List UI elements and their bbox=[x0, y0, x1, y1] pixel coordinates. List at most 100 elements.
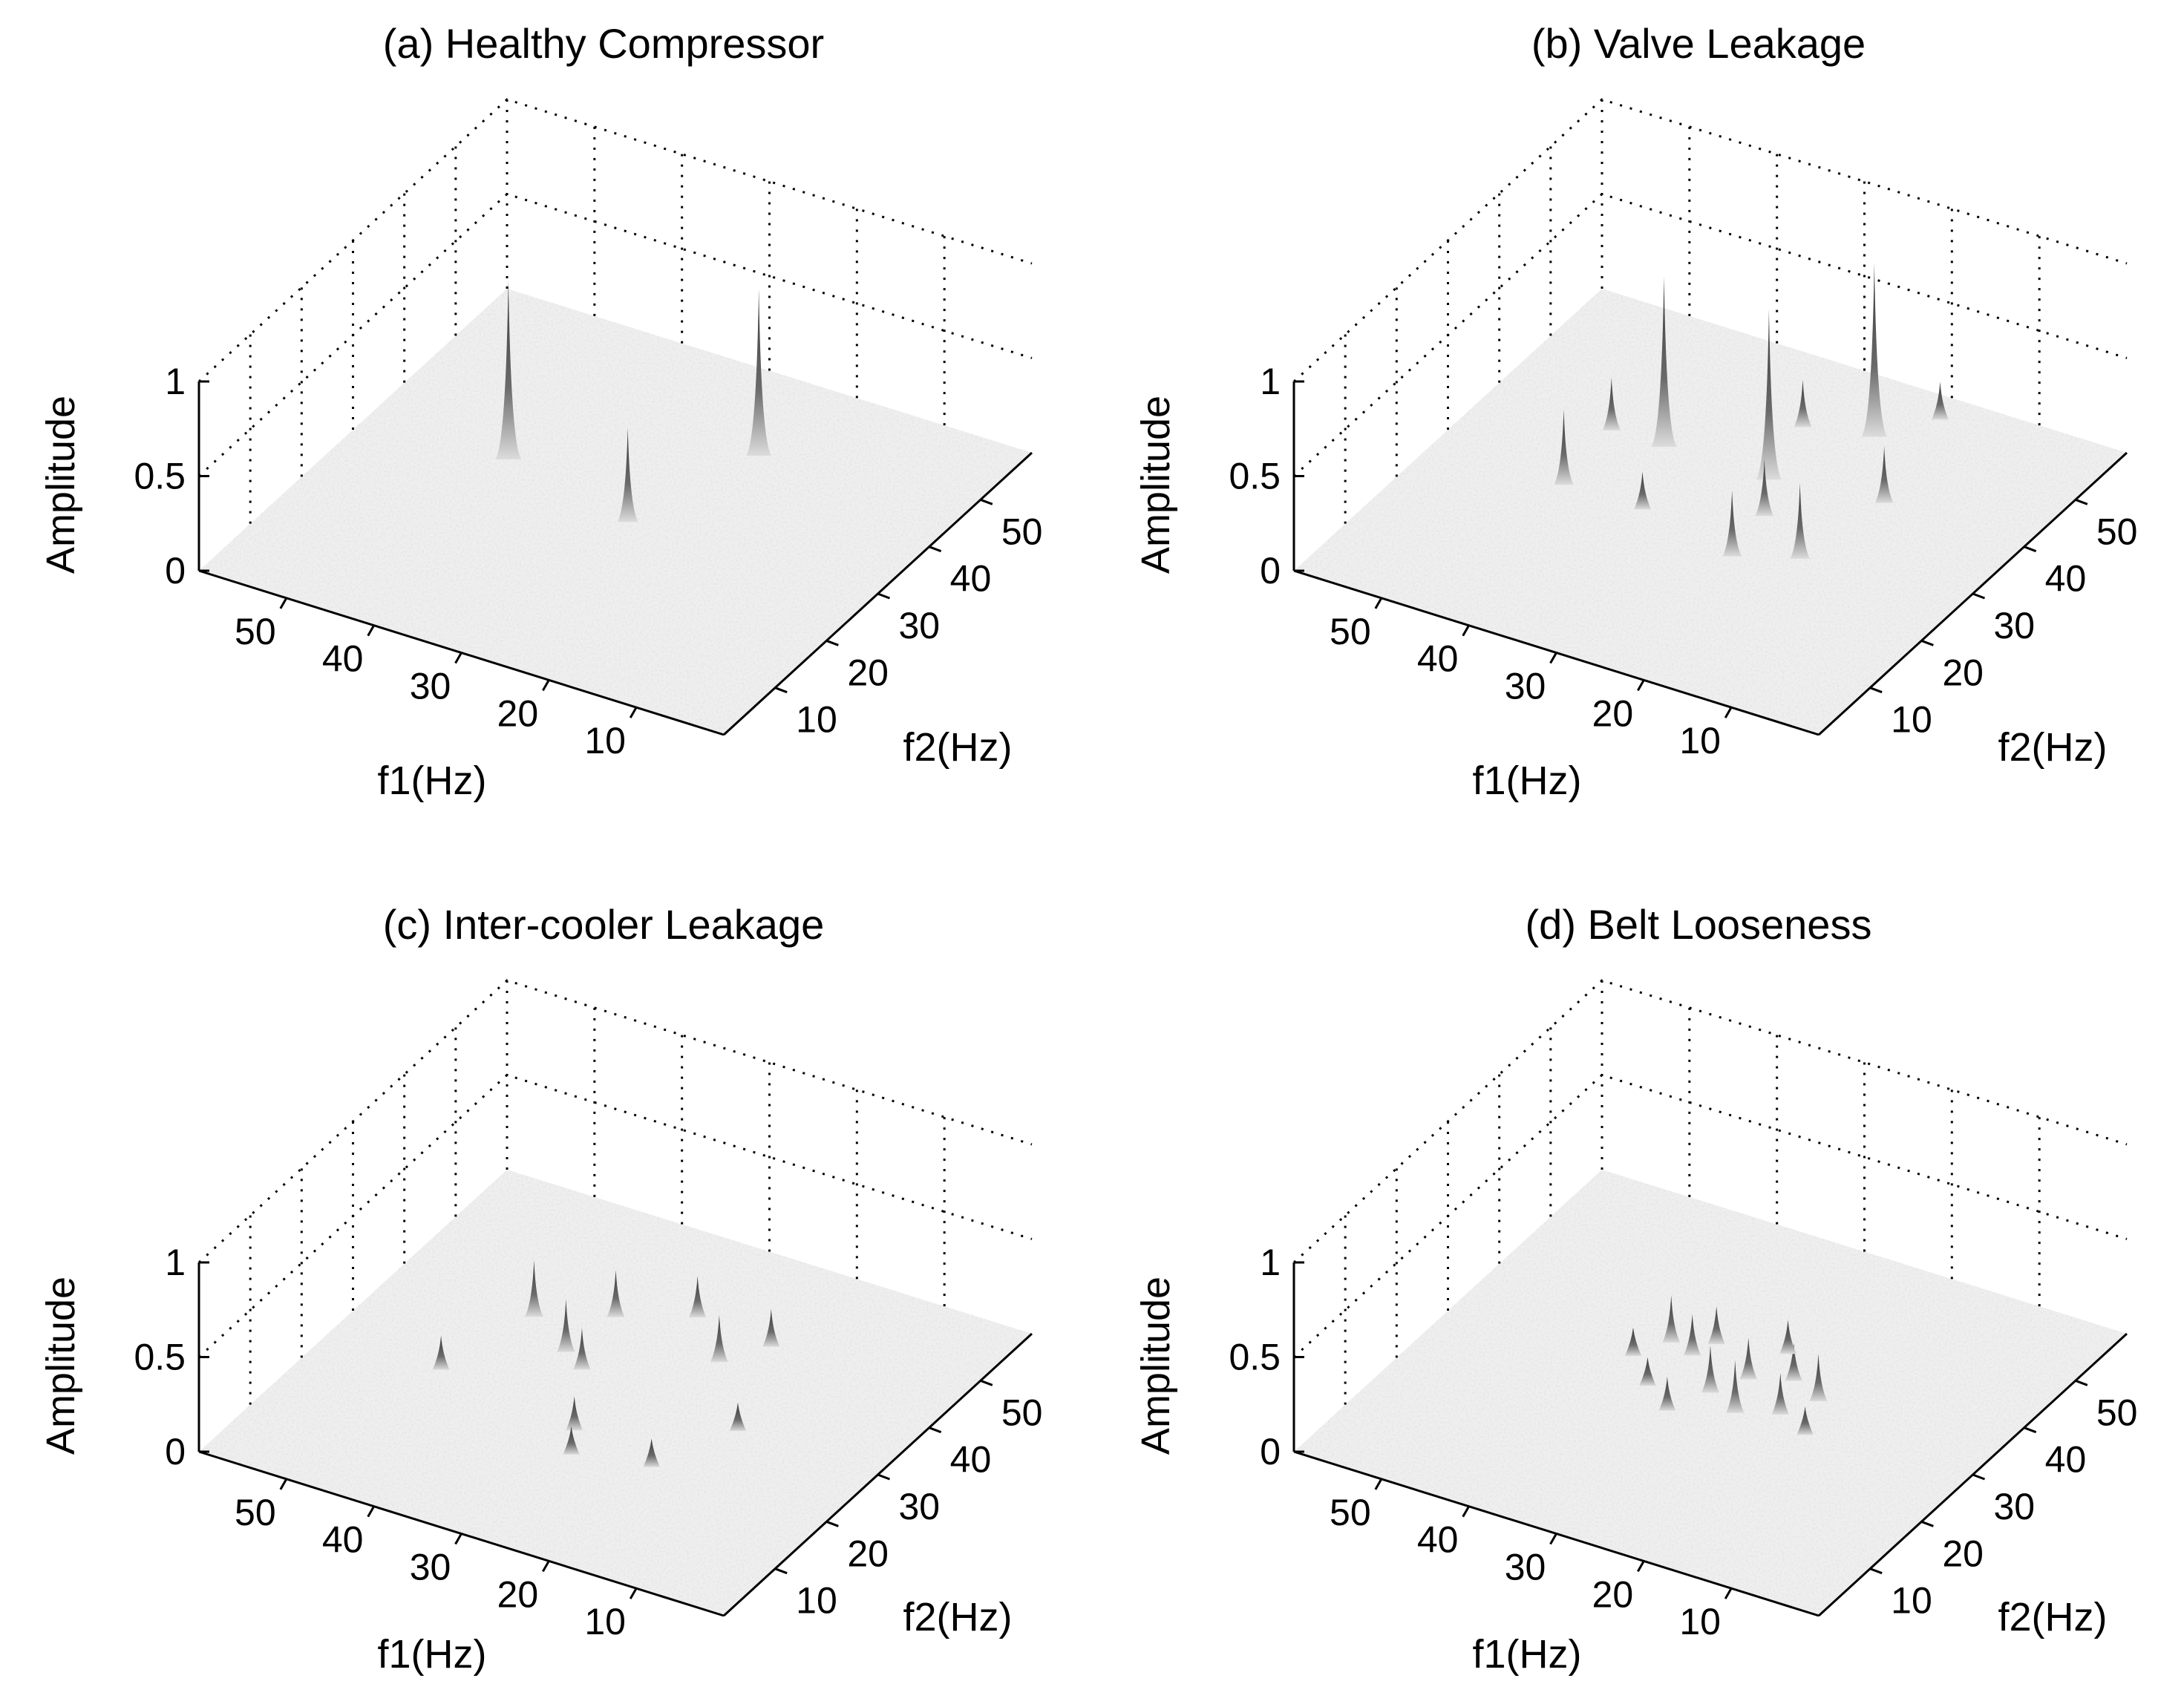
surface-floor bbox=[199, 1170, 1032, 1616]
surface-peak bbox=[1726, 1360, 1745, 1413]
y-tick bbox=[877, 1473, 891, 1481]
y-tick bbox=[825, 1520, 839, 1527]
surface-peak bbox=[563, 1426, 580, 1455]
y-tick bbox=[980, 498, 993, 505]
surface-peak bbox=[1662, 1295, 1681, 1343]
panel-title: (b) Valve Leakage bbox=[1531, 20, 1866, 67]
y-tick-label: 20 bbox=[847, 652, 889, 693]
z-tick-label: 0.5 bbox=[1229, 456, 1281, 497]
x-tick bbox=[279, 597, 288, 609]
z-tick-label: 0 bbox=[165, 550, 186, 592]
z-tick-label: 0.5 bbox=[134, 456, 186, 497]
surface-peak bbox=[495, 279, 522, 459]
x-tick bbox=[454, 1533, 462, 1545]
z-tick-label: 0 bbox=[165, 1431, 186, 1472]
surface-peak bbox=[617, 427, 638, 522]
y-tick-label: 20 bbox=[1942, 1533, 1984, 1574]
surface-peak bbox=[1739, 1337, 1757, 1380]
surface-peak bbox=[1707, 1306, 1725, 1345]
x-tick-label: 30 bbox=[1505, 666, 1546, 707]
z-tick-label: 0.5 bbox=[134, 1337, 186, 1378]
panel-b: (b) Valve Leakage 00.5150403020101020304… bbox=[1134, 20, 2137, 803]
z-tick-label: 1 bbox=[1260, 361, 1281, 402]
x-tick bbox=[1462, 1505, 1470, 1518]
surface-peak bbox=[1554, 409, 1574, 485]
x-tick-label: 40 bbox=[1417, 638, 1459, 680]
surface-peak bbox=[1633, 471, 1652, 510]
x-tick bbox=[542, 679, 550, 692]
surface-peak bbox=[1683, 1314, 1701, 1356]
surface-peak bbox=[432, 1335, 450, 1370]
x-tick-label: 10 bbox=[1679, 1601, 1721, 1642]
surface-peak bbox=[1602, 377, 1621, 430]
surface-peak bbox=[1651, 276, 1677, 447]
x-tick bbox=[1637, 1560, 1645, 1573]
y-tick-label: 30 bbox=[899, 1486, 941, 1527]
y-tick bbox=[1869, 687, 1883, 694]
y-axis-label: f2(Hz) bbox=[903, 725, 1013, 770]
x-tick bbox=[629, 707, 638, 718]
y-tick bbox=[1972, 1473, 1986, 1481]
x-tick-label: 50 bbox=[1330, 1492, 1371, 1533]
surface-peak bbox=[1722, 490, 1742, 557]
surface-peak bbox=[1701, 1345, 1719, 1393]
y-tick bbox=[929, 545, 942, 553]
surface-peak bbox=[729, 1402, 747, 1432]
x-tick bbox=[542, 1560, 550, 1573]
z-tick-label: 0.5 bbox=[1229, 1337, 1281, 1378]
x-tick-label: 30 bbox=[410, 1547, 451, 1588]
y-tick-label: 40 bbox=[950, 1439, 992, 1481]
y-tick-label: 30 bbox=[1994, 1486, 2036, 1527]
x-tick-label: 40 bbox=[1417, 1519, 1459, 1561]
panel-title: (c) Inter-cooler Leakage bbox=[383, 901, 825, 948]
y-tick bbox=[2024, 1426, 2037, 1434]
y-tick-label: 10 bbox=[1891, 699, 1932, 741]
surface-peak bbox=[557, 1299, 575, 1352]
surface-peak bbox=[1639, 1357, 1656, 1386]
y-tick bbox=[774, 687, 788, 694]
x-axis-label: f1(Hz) bbox=[1473, 1632, 1582, 1677]
surface-peak bbox=[1658, 1376, 1676, 1411]
x-axis-label: f1(Hz) bbox=[378, 1632, 487, 1677]
y-tick-label: 40 bbox=[950, 558, 992, 600]
x-axis-label: f1(Hz) bbox=[1473, 759, 1582, 803]
x-tick-label: 30 bbox=[410, 666, 451, 707]
x-axis-label: f1(Hz) bbox=[378, 759, 487, 803]
x-tick-label: 20 bbox=[497, 1573, 539, 1615]
x-tick-label: 50 bbox=[1330, 611, 1371, 652]
surface-peak bbox=[566, 1396, 583, 1431]
x-tick bbox=[1549, 652, 1557, 664]
z-tick-label: 1 bbox=[1260, 1242, 1281, 1283]
panel-title: (d) Belt Looseness bbox=[1526, 901, 1872, 948]
surface-peak bbox=[1861, 263, 1888, 437]
z-tick-label: 1 bbox=[165, 1242, 186, 1283]
peaks-layer bbox=[432, 1259, 780, 1467]
surface-peak bbox=[1796, 1406, 1814, 1435]
y-tick-label: 50 bbox=[2096, 1392, 2138, 1433]
z-axis-label: Amplitude bbox=[1134, 1277, 1178, 1455]
x-tick-label: 10 bbox=[1679, 720, 1721, 761]
x-tick-label: 40 bbox=[322, 1519, 364, 1561]
x-tick-label: 50 bbox=[235, 611, 276, 652]
surface-peak bbox=[762, 1308, 780, 1347]
panel-c: (c) Inter-cooler Leakage 00.515040302010… bbox=[39, 901, 1042, 1677]
x-tick bbox=[1374, 1478, 1383, 1490]
surface-peak bbox=[1785, 1343, 1802, 1381]
y-tick-label: 50 bbox=[1001, 511, 1043, 552]
y-tick bbox=[1920, 639, 1934, 646]
x-tick-label: 20 bbox=[1592, 1573, 1634, 1615]
y-tick-label: 40 bbox=[2045, 1439, 2087, 1481]
x-tick bbox=[367, 1505, 375, 1518]
x-tick-label: 40 bbox=[322, 638, 364, 680]
x-tick bbox=[629, 1588, 638, 1599]
x-tick bbox=[367, 624, 375, 637]
panel-a: (a) Healthy Compressor 00.51504030201010… bbox=[39, 20, 1042, 803]
y-tick-label: 10 bbox=[1891, 1580, 1932, 1622]
z-tick-label: 1 bbox=[165, 361, 186, 402]
surface-peak bbox=[1931, 381, 1949, 420]
y-tick bbox=[2075, 498, 2088, 505]
x-tick bbox=[1462, 624, 1470, 637]
surface-peak bbox=[1624, 1327, 1642, 1356]
surface-peak bbox=[1756, 309, 1782, 480]
y-tick-label: 30 bbox=[1994, 605, 2036, 646]
